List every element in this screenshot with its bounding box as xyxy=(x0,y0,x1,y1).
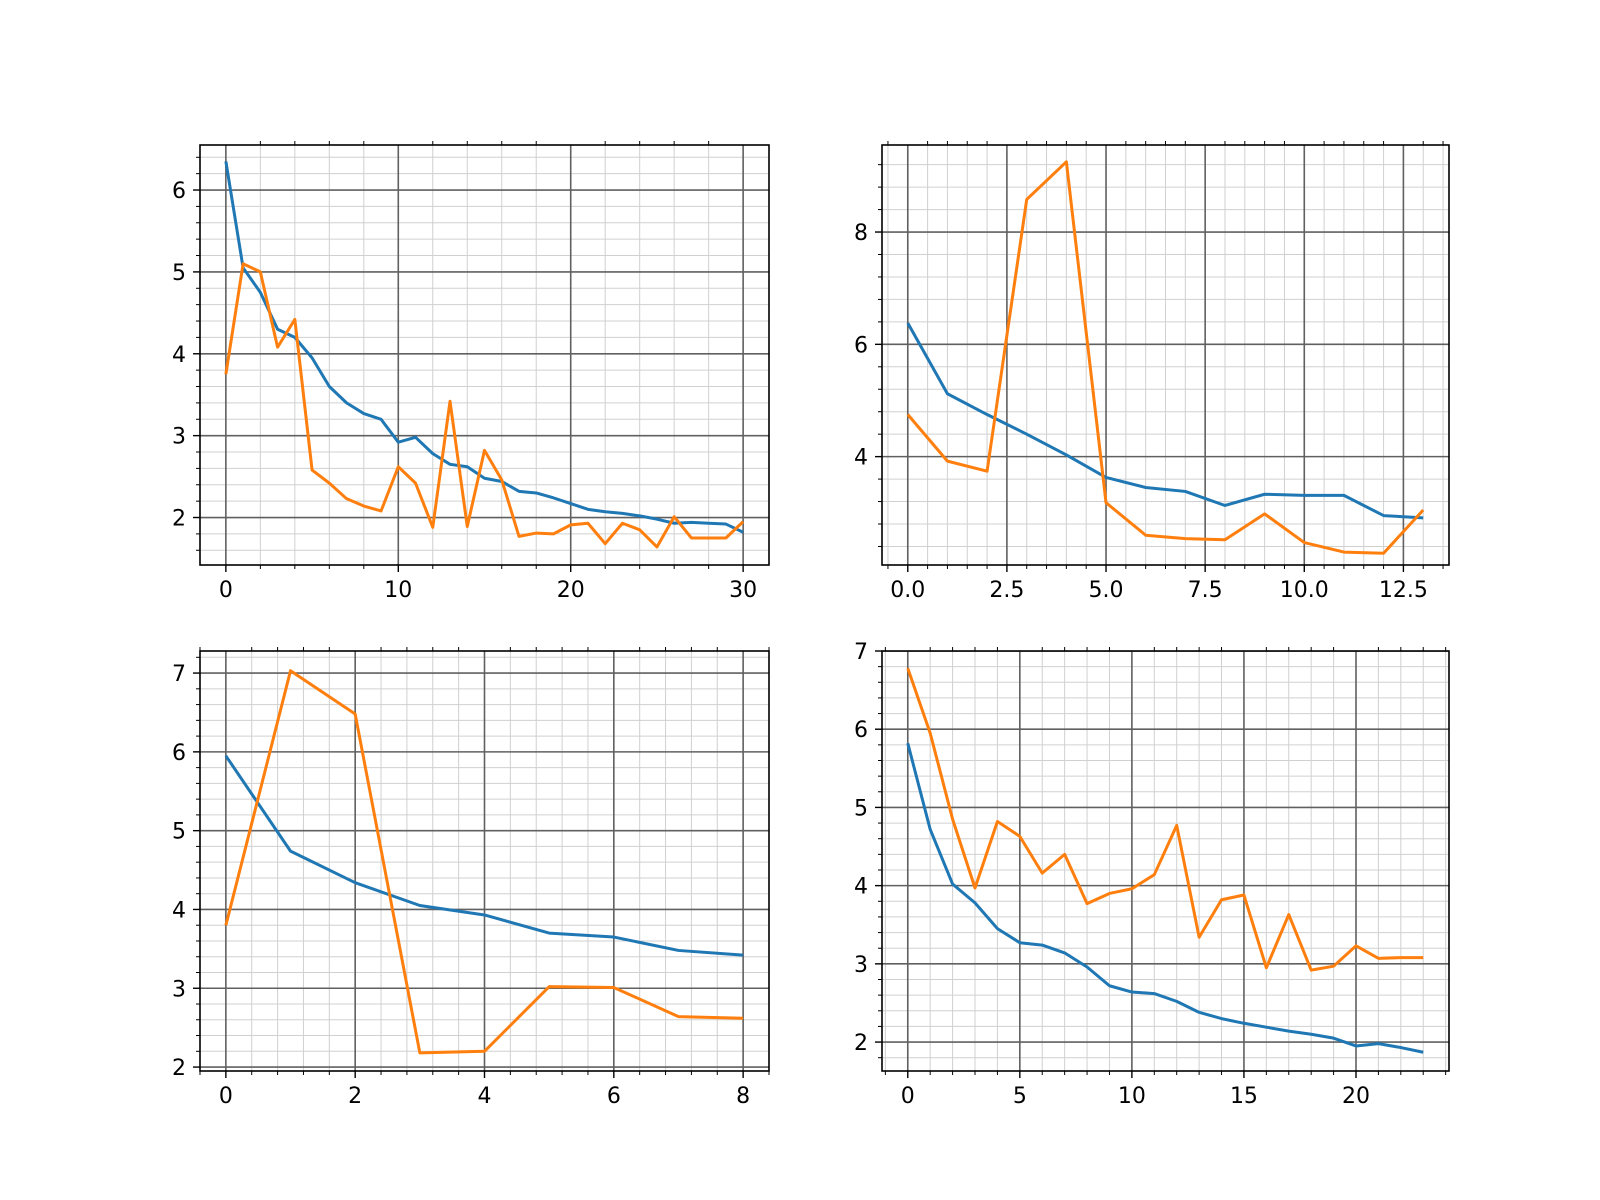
y-tick-label: 2 xyxy=(854,1031,868,1056)
series-line-2 xyxy=(906,160,1425,555)
y-tick-label: 2 xyxy=(172,507,186,532)
subplot-4: 0 5 10 15 20 2 3 4 5 6 7 xyxy=(854,640,1450,1109)
series-line-2 xyxy=(224,669,744,1055)
x-tick-label: 5.0 xyxy=(1089,578,1124,603)
y-tick-label: 5 xyxy=(172,261,186,286)
grid xyxy=(882,145,1449,565)
y-tick-label: 2 xyxy=(172,1056,186,1081)
axes-frame xyxy=(881,650,1450,1072)
x-tick-label: 20 xyxy=(557,578,585,603)
y-tick-label: 4 xyxy=(172,343,186,368)
grid xyxy=(200,651,769,1071)
x-tick-label: 2.5 xyxy=(989,578,1024,603)
series-group xyxy=(906,667,1424,1054)
x-tick-label: 20 xyxy=(1342,1084,1370,1109)
series-line-1 xyxy=(224,754,744,957)
y-tick-label: 6 xyxy=(854,333,868,358)
y-tick-label: 3 xyxy=(172,977,186,1002)
axes-frame xyxy=(199,144,770,566)
x-tick-label: 4 xyxy=(478,1084,492,1109)
series-group xyxy=(906,160,1425,555)
y-tick-label: 6 xyxy=(172,179,186,204)
y-tick-label: 4 xyxy=(854,446,868,471)
y-tick-label: 4 xyxy=(172,898,186,923)
y-tick-label: 3 xyxy=(854,953,868,978)
ticks: 0 5 10 15 20 2 3 4 5 6 7 xyxy=(854,640,1447,1109)
x-tick-label: 30 xyxy=(729,578,757,603)
ticks: 0 2 4 6 8 2 3 4 5 6 7 xyxy=(172,647,770,1109)
x-tick-label: 0 xyxy=(219,578,233,603)
x-tick-label: 0.0 xyxy=(890,578,925,603)
x-tick-label: 7.5 xyxy=(1188,578,1223,603)
y-tick-label: 5 xyxy=(854,796,868,821)
x-tick-label: 0 xyxy=(901,1084,915,1109)
y-tick-label: 7 xyxy=(854,640,868,665)
grid xyxy=(200,145,769,565)
series-line-1 xyxy=(906,742,1424,1054)
ticks: 0 10 20 30 2 3 4 5 6 xyxy=(172,141,757,603)
series-line-1 xyxy=(224,161,744,534)
series-line-2 xyxy=(906,667,1424,972)
x-tick-label: 10 xyxy=(1118,1084,1146,1109)
x-tick-label: 0 xyxy=(219,1084,233,1109)
x-tick-label: 15 xyxy=(1230,1084,1258,1109)
x-tick-label: 10.0 xyxy=(1280,578,1329,603)
y-tick-label: 3 xyxy=(172,425,186,450)
y-tick-label: 7 xyxy=(172,662,186,687)
subplot-2: 0.0 2.5 5.0 7.5 10.0 12.5 4 6 8 xyxy=(854,141,1450,603)
subplot-3: 0 2 4 6 8 2 3 4 5 6 7 xyxy=(172,647,770,1109)
y-tick-label: 5 xyxy=(172,820,186,845)
series-group xyxy=(224,669,744,1055)
subplot-1: 0 10 20 30 2 3 4 5 6 xyxy=(172,141,770,603)
y-tick-label: 6 xyxy=(172,741,186,766)
series-line-2 xyxy=(224,262,745,549)
ticks: 0.0 2.5 5.0 7.5 10.0 12.5 4 6 8 xyxy=(854,141,1444,603)
y-tick-label: 8 xyxy=(854,221,868,246)
grid xyxy=(882,651,1449,1071)
y-tick-label: 4 xyxy=(854,875,868,900)
x-tick-label: 5 xyxy=(1013,1084,1027,1109)
x-tick-label: 10 xyxy=(384,578,412,603)
y-tick-label: 6 xyxy=(854,718,868,743)
x-tick-label: 8 xyxy=(736,1084,750,1109)
series-group xyxy=(224,161,745,549)
x-tick-label: 12.5 xyxy=(1379,578,1428,603)
x-tick-label: 2 xyxy=(348,1084,362,1109)
x-tick-label: 6 xyxy=(607,1084,621,1109)
